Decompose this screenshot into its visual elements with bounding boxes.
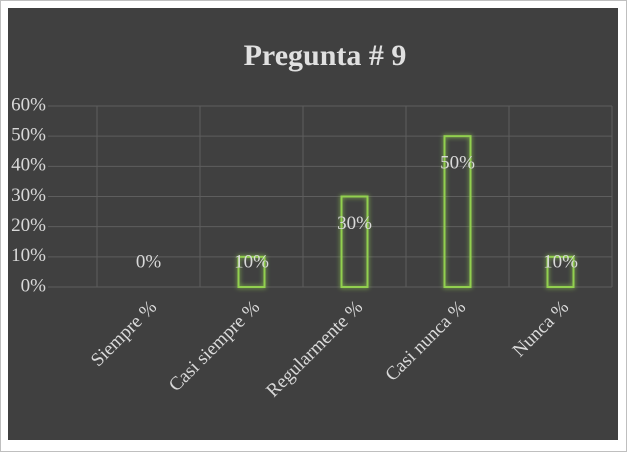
data-label: 50% [440,153,475,174]
bar [546,255,575,289]
y-tick-label: 40% [11,155,46,176]
y-tick-label: 10% [11,245,46,266]
bar [237,255,266,289]
data-label: 0% [136,251,162,272]
chart-title: Pregunta # 9 [244,39,407,72]
y-tick-label: 60% [11,94,46,115]
y-tick-label: 0% [21,275,47,296]
y-tick-label: 30% [11,185,46,206]
data-label: 10% [543,251,578,272]
data-label: 30% [337,213,372,234]
y-tick-label: 20% [11,215,46,236]
bar [340,195,369,288]
data-label: 10% [234,251,269,272]
chart-area [8,8,618,440]
y-tick-label: 50% [11,125,46,146]
bar [443,135,472,288]
